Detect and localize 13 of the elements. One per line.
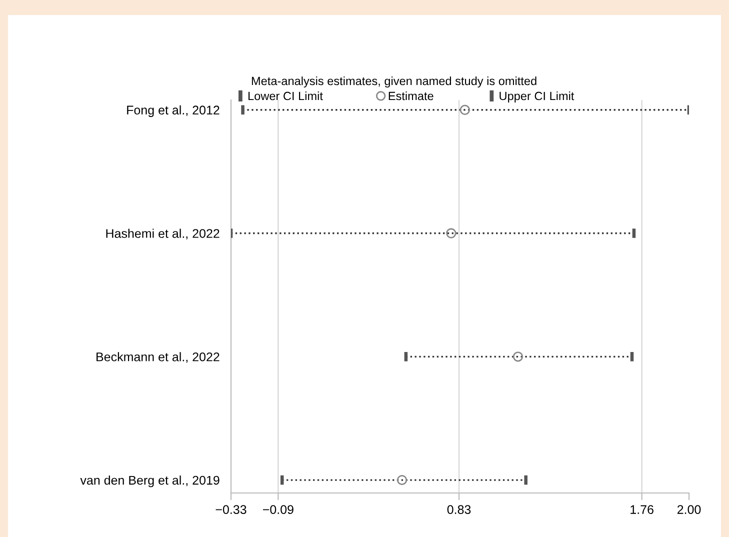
legend-label: Lower CI Limit (248, 92, 323, 100)
legend-label: Upper CI Limit (500, 92, 574, 102)
legend-label: Estimate (388, 92, 434, 100)
x-tick-label: −0.33 (216, 505, 246, 514)
chart-title: Meta-analysis estimates, given named study is omitted (252, 76, 536, 88)
y-tick-label: Beckmann et al., 2022 (96, 352, 220, 363)
x-tick-label: 1.76 (630, 505, 654, 514)
x-tick-label: 2.00 (677, 505, 701, 514)
y-tick-label: van den Berg et al., 2019 (80, 476, 220, 488)
y-tick-label: Hashemi et al., 2022 (106, 228, 220, 240)
x-tick-label: 0.83 (447, 505, 471, 514)
x-tick-label: −0.09 (262, 505, 294, 514)
y-tick-label: Fong et al., 2012 (127, 105, 220, 117)
